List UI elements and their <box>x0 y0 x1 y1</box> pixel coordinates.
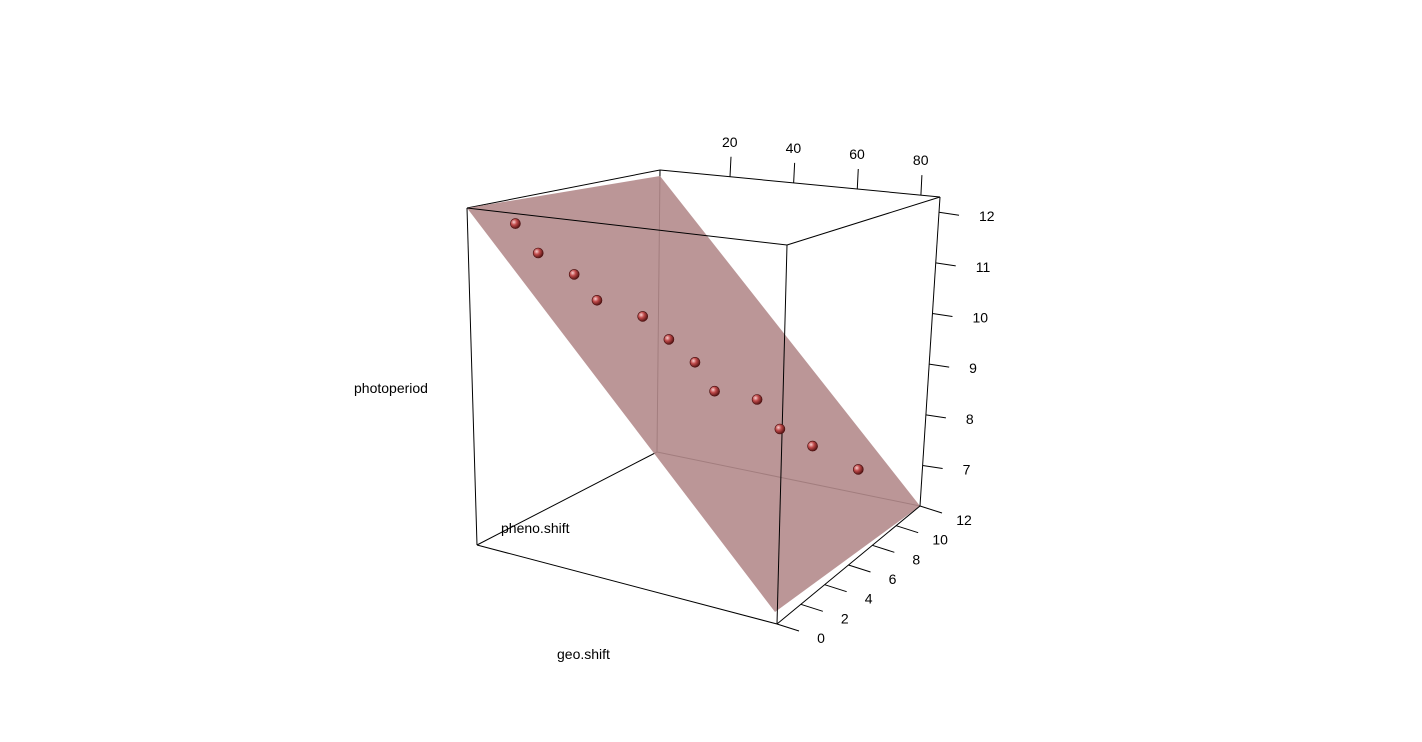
x-tick-label: 12 <box>956 512 972 528</box>
x-tick-label: 10 <box>932 532 948 548</box>
box-edge <box>476 451 658 546</box>
data-point <box>807 440 818 452</box>
z-tick-mark <box>938 211 960 216</box>
z-tick-label: 7 <box>963 461 971 477</box>
z-axis-title: photoperiod <box>354 380 428 396</box>
data-points <box>510 218 864 475</box>
z-tick-mark <box>935 262 956 267</box>
box-edge <box>659 169 941 198</box>
z-tick-mark <box>922 464 943 469</box>
y-axis-title: pheno.shift <box>501 520 570 536</box>
x-tick-mark <box>800 603 823 612</box>
z-tick-label: 8 <box>966 411 974 427</box>
data-point <box>852 464 864 475</box>
z-tick-mark <box>925 414 946 419</box>
y-tick-mark <box>793 162 796 183</box>
box-edge <box>776 244 788 625</box>
x-tick-mark <box>776 623 800 632</box>
z-tick-mark <box>929 363 950 368</box>
x-tick-label: 0 <box>817 630 825 646</box>
x-tick-mark <box>919 505 943 514</box>
box-edge <box>466 207 788 246</box>
regression-plane <box>467 176 920 612</box>
x-tick-mark <box>896 525 919 534</box>
data-point <box>637 311 649 322</box>
box-edge <box>466 169 661 209</box>
x-tick-label: 4 <box>865 591 873 607</box>
y-tick-label: 40 <box>786 140 802 156</box>
data-point <box>774 423 786 435</box>
x-tick-mark <box>824 584 847 593</box>
data-point <box>751 394 763 405</box>
box-edge <box>919 196 941 507</box>
box-edge <box>786 196 941 246</box>
data-point <box>532 247 544 259</box>
x-tick-mark <box>872 544 895 553</box>
z-tick-label: 10 <box>972 310 988 326</box>
x-tick-mark <box>848 564 871 573</box>
data-point <box>591 294 603 306</box>
z-tick-label: 9 <box>969 360 977 376</box>
box-edge <box>476 544 778 625</box>
y-tick-label: 60 <box>849 146 865 162</box>
data-point <box>663 334 675 345</box>
x-tick-label: 8 <box>912 551 920 567</box>
x-tick-label: 2 <box>841 610 849 626</box>
data-point <box>709 385 720 397</box>
data-point <box>689 356 701 368</box>
y-tick-mark <box>729 156 732 177</box>
y-tick-mark <box>856 168 859 190</box>
x-tick-label: 6 <box>889 571 897 587</box>
box-edge <box>466 207 478 546</box>
data-point <box>568 269 580 280</box>
y-tick-label: 20 <box>722 134 738 150</box>
z-tick-label: 12 <box>979 208 995 224</box>
y-tick-mark <box>920 175 923 196</box>
z-tick-label: 11 <box>976 259 991 275</box>
data-point <box>510 218 521 229</box>
y-tick-label: 80 <box>913 152 929 168</box>
z-tick-mark <box>932 313 953 318</box>
x-axis-title: geo.shift <box>557 646 610 662</box>
